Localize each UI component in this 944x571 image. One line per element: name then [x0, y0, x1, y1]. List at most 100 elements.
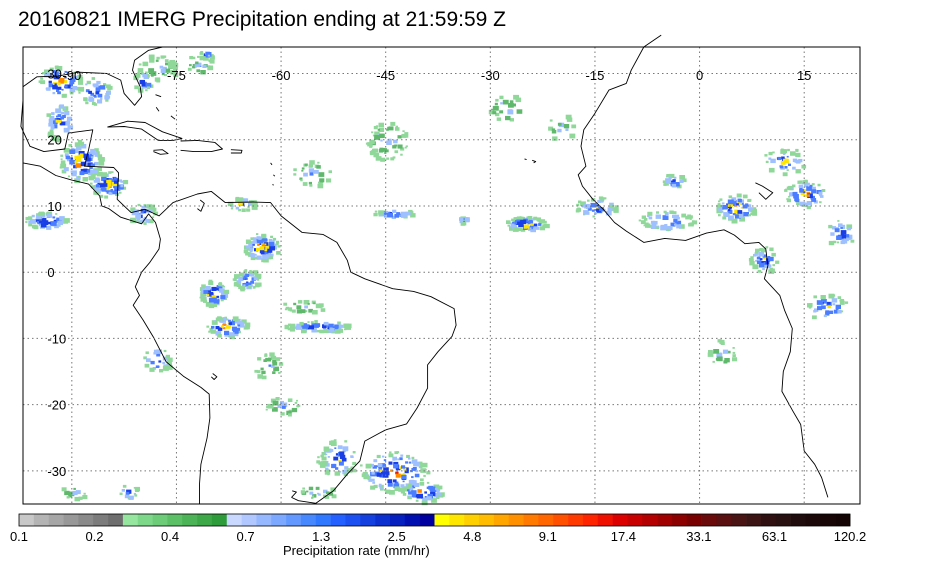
- precip-cell: [401, 465, 406, 469]
- precip-cell: [79, 141, 85, 146]
- precip-cell: [315, 303, 322, 309]
- precip-cell: [57, 119, 62, 123]
- precip-cell: [384, 152, 387, 154]
- precip-cell: [844, 237, 849, 242]
- precip-cell: [331, 494, 337, 499]
- precip-cell: [371, 478, 375, 482]
- precip-cell: [681, 213, 687, 218]
- colorbar-swatch: [167, 514, 183, 526]
- precip-cell: [90, 185, 95, 189]
- precip-cell: [264, 243, 267, 246]
- precip-cell: [100, 97, 103, 100]
- precip-cell: [251, 241, 255, 245]
- precip-cell: [390, 157, 395, 161]
- precip-cell: [796, 150, 799, 152]
- colorbar-tick-label: 9.1: [539, 529, 557, 544]
- precip-cell: [158, 360, 162, 363]
- precip-cell: [49, 129, 54, 133]
- precip-cell: [58, 139, 61, 142]
- precip-cell: [539, 219, 546, 224]
- precip-cell: [840, 299, 845, 303]
- precip-cell: [256, 282, 262, 287]
- precip-cell: [334, 447, 337, 449]
- precip-cell: [293, 168, 297, 172]
- precip-cell: [242, 273, 248, 278]
- precip-cell: [159, 369, 164, 373]
- precip-cell: [393, 139, 398, 144]
- precip-cell: [378, 467, 383, 471]
- precip-cell: [817, 183, 821, 187]
- precip-cell: [42, 72, 45, 75]
- precip-cell: [749, 207, 754, 211]
- precip-cell: [371, 471, 375, 475]
- precip-cell: [680, 225, 685, 229]
- precip-cell: [383, 459, 387, 462]
- precip-cell: [543, 220, 547, 224]
- precip-cell: [42, 220, 49, 225]
- precip-cell: [757, 248, 761, 252]
- coastline: [532, 159, 537, 164]
- precip-cell: [374, 131, 380, 136]
- precip-cell: [54, 83, 58, 86]
- precip-cell: [597, 199, 601, 203]
- precip-cell: [309, 491, 314, 495]
- precip-cell: [303, 172, 308, 177]
- precip-cell: [60, 154, 64, 157]
- precip-cell: [517, 221, 521, 225]
- precip-cell: [95, 177, 100, 181]
- precip-cell: [395, 125, 398, 128]
- precip-cell: [84, 157, 87, 160]
- precip-cell: [77, 77, 84, 82]
- precip-cell: [759, 258, 763, 261]
- precip-cell: [405, 461, 408, 464]
- precip-cell: [757, 269, 762, 273]
- precip-cell: [828, 293, 835, 299]
- precip-cell: [412, 494, 416, 498]
- precip-cell: [510, 222, 517, 228]
- precip-cell: [264, 353, 268, 356]
- precip-cell: [755, 248, 760, 253]
- precip-cell: [108, 178, 113, 181]
- colorbar-swatch: [375, 514, 391, 526]
- precip-cell: [845, 301, 849, 304]
- precip-cell: [394, 481, 399, 485]
- precip-cell: [806, 201, 813, 206]
- precip-cell: [302, 487, 305, 490]
- precip-cell: [256, 278, 260, 281]
- precip-cell: [732, 347, 735, 349]
- precip-cell: [244, 277, 248, 280]
- precip-cell: [344, 440, 348, 443]
- precip-cell: [335, 329, 341, 334]
- colorbar-swatch: [256, 514, 272, 526]
- graticule: [23, 47, 860, 504]
- precip-cell: [250, 280, 254, 284]
- precip-cell: [383, 211, 387, 214]
- precip-cell: [49, 67, 54, 71]
- precip-cell: [77, 139, 82, 144]
- precip-cell: [765, 246, 769, 249]
- precip-cell: [272, 407, 278, 412]
- precip-cell: [423, 474, 426, 477]
- precip-cell: [115, 192, 119, 196]
- precip-cell: [275, 240, 280, 244]
- precip-cell: [159, 65, 164, 69]
- precip-cell: [437, 494, 440, 497]
- precip-cell: [327, 473, 330, 476]
- precip-cell: [256, 370, 261, 373]
- precip-cell: [153, 211, 159, 216]
- precip-cell: [740, 202, 744, 205]
- precip-cell: [384, 214, 388, 217]
- precip-cell: [830, 232, 835, 236]
- precip-cell: [399, 144, 402, 147]
- precip-cell: [799, 187, 803, 190]
- precip-cell: [784, 189, 788, 192]
- precip-cell: [215, 288, 219, 291]
- coastline: [20, 99, 457, 504]
- precip-cell: [402, 130, 405, 133]
- precip-cell: [310, 321, 314, 324]
- colorbar-tick-label: 4.8: [463, 529, 481, 544]
- precip-cell: [110, 190, 114, 193]
- precip-cell: [196, 69, 201, 73]
- precip-cell: [387, 479, 393, 483]
